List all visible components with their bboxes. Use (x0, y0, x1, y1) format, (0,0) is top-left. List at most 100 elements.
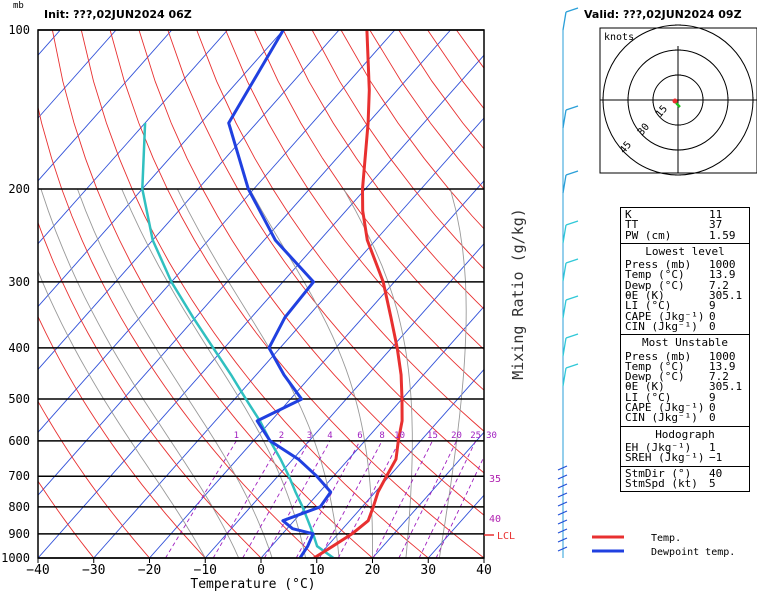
x-tick-label: 10 (309, 563, 325, 578)
x-tick-label: 40 (476, 563, 492, 578)
isotherm-line (316, 368, 484, 558)
indices-row-label: LI (°C) (625, 390, 672, 404)
mixing-ratio-line (337, 440, 400, 558)
indices-row-value: 1000 (709, 349, 736, 363)
isotherm-line (38, 54, 484, 558)
isotherm-line (38, 30, 340, 371)
wind-barb (562, 367, 567, 387)
isotherm-line (38, 30, 173, 182)
indices-row-label: Dewp (°C) (625, 370, 685, 384)
indices-row-label: PW (cm) (625, 228, 672, 242)
pressure-tick-label: 800 (8, 500, 30, 514)
wind-barb (562, 109, 567, 129)
dry-adiabat-line (38, 400, 150, 558)
indices-row-value: 1 (709, 440, 716, 454)
dewpoint-trace (227, 30, 333, 558)
dry-adiabat-line (80, 30, 429, 558)
indices-section-title: Most Unstable (641, 336, 729, 350)
mixing-ratio-tick-label: 15 (427, 431, 438, 441)
mixing-ratio-tick-label: 10 (394, 431, 405, 441)
x-tick-label: −10 (194, 563, 217, 578)
indices-row: CIN (Jkg⁻¹) 0 (625, 411, 745, 425)
indices-row-label: Press (mb) (625, 258, 692, 272)
indices-row-label: TT (625, 218, 639, 232)
indices-row-label: StmDir (°) (625, 466, 692, 480)
mixing-ratio-tick-label: 2 (279, 431, 284, 441)
isotherm-line (204, 243, 484, 558)
wind-barb-column (557, 7, 579, 558)
indices-row-value: 1000 (709, 258, 736, 272)
indices-row: EH (Jkg⁻¹) 1 (625, 440, 745, 454)
wind-barb-low (557, 537, 568, 543)
wind-barb-low (557, 510, 568, 516)
pressure-tick-label: 100 (8, 23, 30, 37)
indices-section-title: Hodograph (655, 427, 715, 441)
pressure-tick-label: 1000 (1, 551, 30, 565)
indices-row-value: 0 (709, 309, 716, 323)
dry-adiabat-line (51, 30, 373, 558)
dry-adiabat-line (253, 30, 484, 351)
indices-panel: K 11 TT 37 PW (cm) 1.59 Lowest level Press (mb)… (620, 207, 750, 493)
mixing-ratio-line (435, 455, 484, 558)
indices-row-label: θE (K) (625, 380, 665, 394)
wind-barb-flag (565, 363, 579, 369)
mixing-ratio-line (372, 440, 433, 558)
indices-row: Press (mb) 1000 (625, 349, 745, 363)
dry-adiabat-line (167, 30, 484, 474)
pressure-tick-label: 600 (8, 434, 30, 448)
indices-row-label: Dewp (°C) (625, 278, 685, 292)
indices-row-label: K (625, 208, 632, 221)
x-tick-label: 0 (257, 563, 265, 578)
isotherm-line (38, 30, 284, 308)
dry-adiabat-line (109, 30, 484, 558)
dry-adiabat-line (311, 30, 484, 270)
indices-row: CAPE (Jkg⁻¹) 0 (625, 402, 745, 413)
storm-motion-marker (672, 98, 678, 104)
indices-row-label: Temp (°C) (625, 359, 685, 373)
indices-row-label: StmSpd (kt) (625, 476, 698, 490)
isotherm-line (149, 180, 484, 558)
wind-barb-low (557, 483, 568, 489)
mixing-ratio-tick-label: 30 (486, 431, 497, 441)
dry-adiabat-line (38, 221, 262, 558)
wind-barb-flag (565, 295, 579, 301)
wind-barb-flag (565, 7, 579, 13)
wind-barb-low (557, 492, 568, 498)
indices-row: LI (°C) 9 (625, 299, 745, 313)
indices-row-label: SREH (Jkg⁻¹) (625, 451, 705, 465)
pressure-tick-label: 900 (8, 527, 30, 541)
indices-row: θE (K) 305.1 (625, 289, 745, 303)
wind-barb-low (557, 546, 568, 552)
theta-e-label-40: 40 (489, 514, 501, 525)
indices-row-value: 305.1 (709, 289, 743, 303)
pressure-tick-label: 700 (8, 469, 30, 483)
indices-row: θE (K) 305.1 (625, 380, 745, 394)
moist-adiabat-line (249, 188, 373, 558)
pressure-tick-label: 300 (8, 275, 30, 289)
legend-dewpoint-label: Dewpoint temp. (651, 547, 735, 558)
indices-row-label: LI (°C) (625, 299, 672, 313)
wind-barb (562, 299, 567, 319)
isotherm-line (0, 30, 5, 558)
indices-row: Dewp (°C) 7.2 (625, 370, 745, 384)
indices-row: StmDir (°) 40 (625, 466, 745, 480)
indices-row: CIN (Jkg⁻¹) 0 (625, 319, 745, 333)
indices-row-label: θE (K) (625, 289, 665, 303)
hodograph-title: knots (604, 32, 634, 43)
indices-row-label: EH (Jkg⁻¹) (625, 440, 692, 454)
indices-row-value: 7.2 (709, 278, 729, 292)
indices-row-value: 305.1 (709, 380, 743, 394)
indices-row-label: CIN (Jkg⁻¹) (625, 319, 698, 333)
indices-row: Temp (°C) 13.9 (625, 269, 745, 280)
moist-adiabat-line (38, 269, 206, 558)
wind-barb (562, 337, 567, 357)
indices-row: TT 37 (625, 218, 745, 232)
dry-adiabat-line (138, 30, 484, 516)
indices-row-label: CIN (Jkg⁻¹) (625, 411, 698, 425)
wind-barb-flag (565, 220, 579, 226)
valid-time: Valid: ???,02JUN2024 09Z (584, 8, 742, 21)
isotherm-line (38, 30, 451, 496)
indices-row-value: 5 (709, 476, 716, 490)
mixing-ratio-label: Mixing Ratio (g/kg) (509, 208, 527, 380)
